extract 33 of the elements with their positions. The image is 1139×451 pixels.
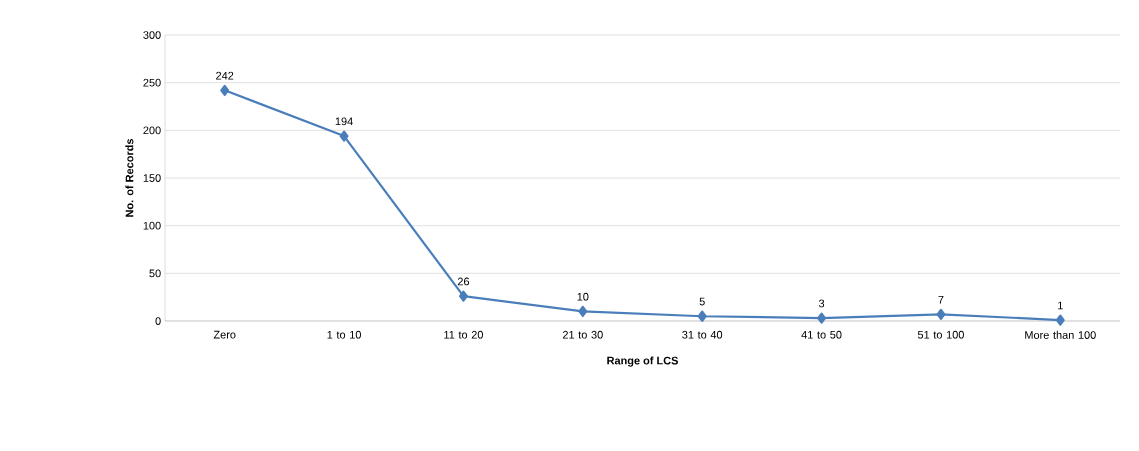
- y-tick-label: 150: [143, 174, 161, 182]
- y-tick-label: 0: [155, 317, 161, 325]
- point: [220, 84, 230, 96]
- data-label: 10: [577, 292, 589, 301]
- data-label: 7: [938, 295, 944, 304]
- y-tick-label: 200: [143, 126, 161, 135]
- point: [339, 130, 349, 142]
- data-label: 3: [818, 299, 825, 308]
- point: [817, 312, 827, 324]
- point: [458, 290, 468, 302]
- x-axis-title: Range of LCS: [607, 356, 678, 367]
- point: [1055, 314, 1065, 326]
- x-tick-label: 21 to 30: [562, 330, 603, 339]
- x-tick-label: More than 100: [1025, 330, 1096, 339]
- y-tick-label: 50: [149, 269, 161, 278]
- point: [697, 310, 707, 322]
- y-tick-label: 300: [143, 31, 161, 39]
- y-axis-title: No. of Records: [125, 138, 134, 217]
- point: [936, 308, 946, 320]
- data-label: 242: [216, 71, 234, 80]
- data-label: 194: [335, 117, 353, 126]
- data-label: 5: [699, 297, 705, 306]
- data-label: 1: [1058, 301, 1063, 310]
- y-tick-label: 100: [143, 221, 161, 230]
- y-tick-label: 250: [143, 78, 161, 87]
- data-label: 26: [457, 277, 470, 286]
- x-tick-label: Zero: [213, 330, 236, 339]
- x-tick-label: 41 to 50: [801, 330, 842, 339]
- x-tick-label: 31 to 40: [682, 330, 723, 339]
- point: [578, 305, 588, 318]
- x-tick-label: 1 to 10: [327, 330, 361, 339]
- x-tick-label: 51 to 100: [917, 330, 964, 339]
- x-tick-label: 11 to 20: [444, 330, 483, 339]
